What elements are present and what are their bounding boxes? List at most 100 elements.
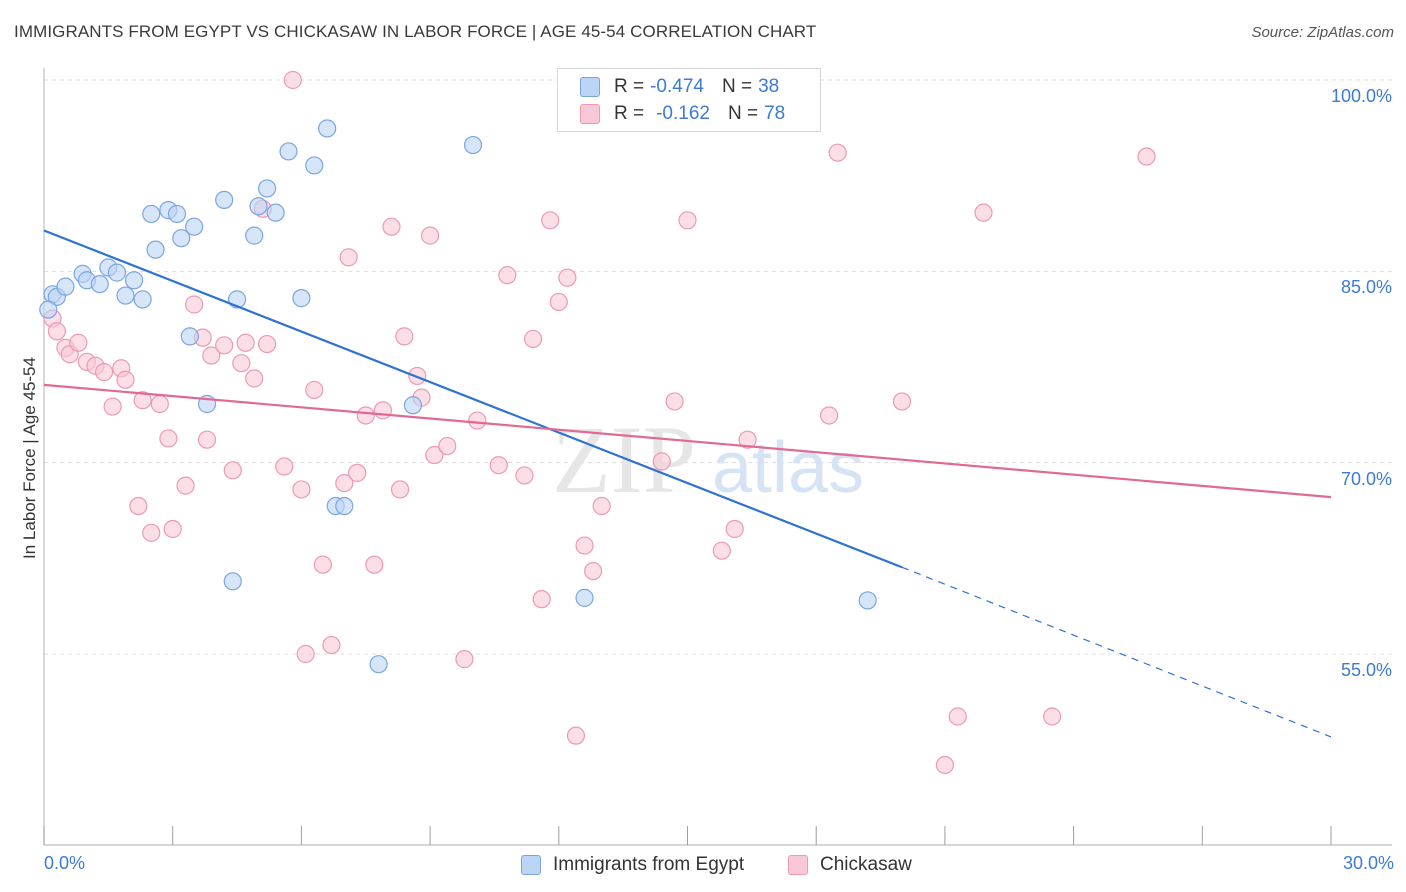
chickasaw-trend-line	[43, 383, 1332, 499]
chickasaw-point	[652, 452, 671, 471]
chickasaw-point	[94, 363, 114, 382]
legend-label: Immigrants from Egypt	[553, 854, 745, 875]
axes	[43, 68, 1392, 846]
egypt-point	[245, 226, 264, 245]
r-value: -0.162	[656, 103, 710, 124]
chickasaw-point	[498, 266, 517, 285]
chickasaw-point	[425, 445, 444, 465]
egypt-point	[90, 274, 109, 294]
egypt-point	[180, 327, 199, 346]
stats-row-chickasaw: R = -0.162 N = 78	[580, 102, 785, 126]
chickasaw-point	[390, 480, 410, 499]
chickasaw-point	[974, 203, 993, 222]
chickasaw-swatch	[580, 104, 600, 124]
chickasaw-point	[257, 334, 277, 354]
egypt-point	[215, 190, 234, 210]
chickasaw-point	[223, 461, 242, 480]
egypt-point	[463, 135, 483, 155]
chickasaw-point	[129, 496, 148, 516]
chickasaw-point	[712, 541, 731, 560]
n-label: N =	[727, 103, 759, 124]
egypt-point	[318, 119, 337, 138]
egypt-point	[223, 572, 242, 591]
egypt-point	[107, 263, 127, 282]
stats-row-egypt: R = -0.474 N = 38	[580, 75, 779, 99]
egypt-point	[266, 203, 285, 222]
legend-item-egypt[interactable]: Immigrants from Egypt	[521, 852, 744, 878]
chickasaw-point	[296, 644, 315, 664]
chart-title: IMMIGRANTS FROM EGYPT VS CHICKASAW IN LA…	[14, 22, 817, 41]
egypt-point	[167, 204, 187, 224]
chickasaw-point	[348, 463, 367, 482]
chickasaw-point	[305, 380, 324, 400]
r-value: -0.474	[650, 76, 704, 97]
chickasaw-point	[515, 466, 534, 485]
chickasaw-point	[275, 457, 294, 476]
watermark-zip: ZIP	[552, 406, 696, 513]
chickasaw-point	[935, 755, 955, 775]
egypt-point	[292, 289, 311, 308]
chickasaw-point	[665, 392, 684, 411]
egypt-point	[142, 204, 161, 224]
chickasaw-point	[438, 436, 457, 456]
legend-item-chickasaw[interactable]: Chickasaw	[788, 852, 912, 878]
watermark: ZIP atlas	[552, 406, 864, 513]
chickasaw-point	[103, 397, 122, 416]
egypt-point	[56, 277, 75, 296]
chickasaw-point	[202, 346, 221, 365]
y-axis-label: In Labor Force | Age 45-54	[20, 357, 39, 559]
chickasaw-point	[489, 456, 508, 475]
chickasaw-point	[373, 401, 393, 420]
n-label: N =	[721, 76, 753, 97]
chickasaw-point	[455, 650, 474, 669]
data-points	[39, 70, 1156, 775]
chickasaw-point	[335, 473, 354, 493]
chickasaw-point	[738, 430, 757, 449]
gridlines	[44, 79, 1392, 655]
chickasaw-point	[541, 211, 560, 230]
chickasaw-point	[523, 329, 543, 349]
egypt-point	[124, 271, 144, 290]
y-tick-label: 70.0%	[1340, 468, 1392, 489]
egypt-swatch	[521, 855, 541, 875]
egypt-point	[305, 156, 324, 175]
chickasaw-point	[197, 430, 217, 449]
y-tick-label: 85.0%	[1340, 277, 1392, 298]
chickasaw-point	[549, 292, 568, 312]
watermark-atlas: atlas	[712, 428, 864, 508]
chickasaw-point	[468, 411, 487, 430]
chickasaw-point	[566, 726, 586, 745]
egypt-trend-line	[43, 229, 903, 569]
chickasaw-point	[159, 429, 178, 448]
n-value: 78	[764, 103, 786, 124]
egypt-point	[39, 300, 58, 319]
series-legend: Immigrants from Egypt Chickasaw	[0, 852, 1406, 878]
chickasaw-point	[892, 392, 912, 411]
chickasaw-point	[558, 268, 577, 287]
x-tick-label: 30.0%	[1342, 853, 1394, 873]
chickasaw-point	[142, 523, 161, 542]
egypt-point	[146, 240, 165, 259]
trend-lines	[43, 229, 1332, 738]
egypt-point	[249, 197, 268, 216]
legend-label: Chickasaw	[820, 854, 912, 875]
egypt-point	[279, 142, 298, 161]
chickasaw-point	[313, 555, 332, 574]
egypt-trend-extension	[901, 566, 1332, 738]
chickasaw-point	[215, 336, 234, 355]
egypt-point	[403, 396, 423, 415]
chickasaw-point	[356, 406, 375, 425]
chickasaw-point	[236, 333, 255, 352]
chickasaw-point	[116, 370, 135, 389]
chickasaw-point	[382, 217, 401, 236]
chickasaw-point	[339, 248, 358, 267]
y-tick-label: 100.0%	[1330, 86, 1392, 106]
chickasaw-point	[678, 211, 697, 230]
chickasaw-point	[185, 295, 204, 314]
chickasaw-point	[232, 354, 251, 373]
source-label: Source: ZipAtlas.com	[1251, 24, 1394, 41]
stats-legend: R = -0.474 N = 38 R = -0.162 N = 78	[557, 68, 821, 132]
egypt-point	[133, 290, 152, 309]
chickasaw-point	[133, 391, 152, 410]
